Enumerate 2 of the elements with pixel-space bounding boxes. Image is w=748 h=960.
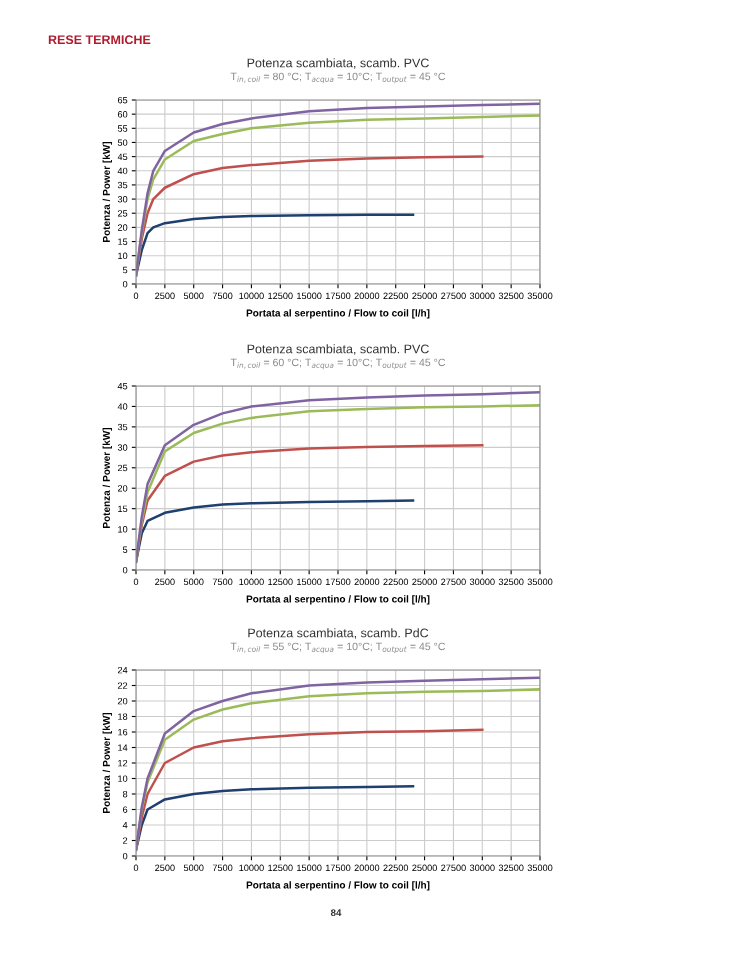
line-series xyxy=(136,499,415,564)
line-series xyxy=(136,785,415,852)
